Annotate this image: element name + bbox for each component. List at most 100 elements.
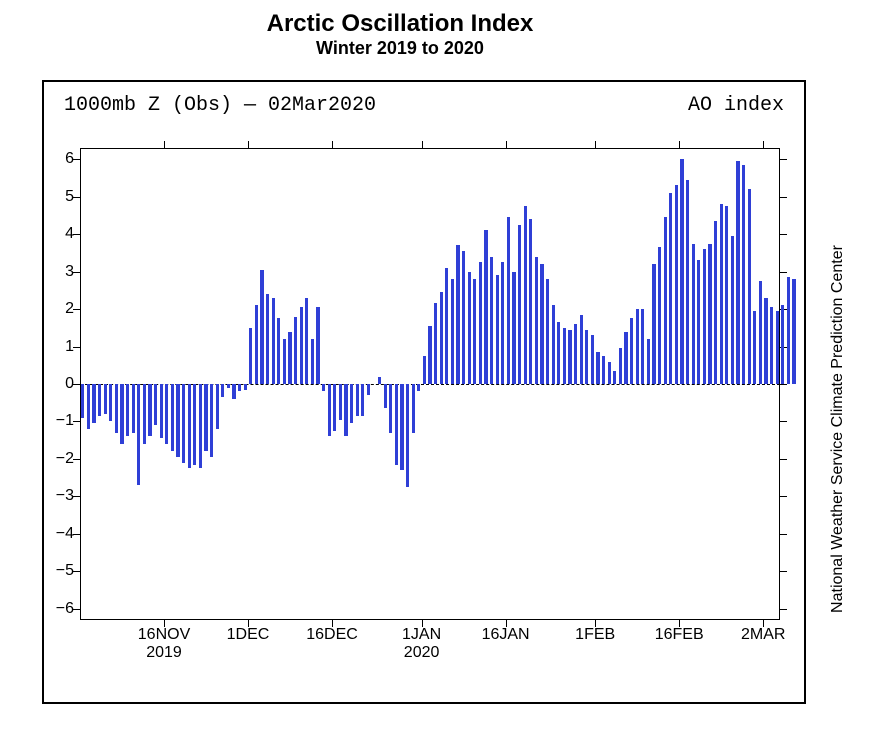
bar xyxy=(686,180,689,384)
bar xyxy=(98,384,101,416)
bar xyxy=(294,317,297,384)
ytick-label: 3 xyxy=(65,263,80,281)
bar xyxy=(473,279,476,384)
bar xyxy=(658,247,661,384)
bar xyxy=(238,384,241,391)
bar xyxy=(490,257,493,384)
ytick-mark xyxy=(780,571,787,572)
bar xyxy=(244,384,247,390)
ytick-label: −4 xyxy=(56,525,80,543)
bar xyxy=(680,159,683,384)
bar xyxy=(232,384,235,399)
bar xyxy=(339,384,342,420)
bar xyxy=(669,193,672,384)
bar xyxy=(781,305,784,384)
ytick-label: −6 xyxy=(56,600,80,618)
plot-area: −6−5−4−3−2−1012345616NOV 20191DEC16DEC1J… xyxy=(80,148,780,620)
bar xyxy=(143,384,146,444)
ytick-mark xyxy=(780,496,787,497)
ytick-mark xyxy=(780,234,787,235)
bar xyxy=(109,384,112,421)
xtick-mark xyxy=(595,141,596,148)
bar xyxy=(636,309,639,384)
bar xyxy=(120,384,123,444)
bar xyxy=(361,384,364,416)
bar xyxy=(451,279,454,384)
bar xyxy=(445,268,448,384)
bar xyxy=(596,352,599,384)
bar xyxy=(356,384,359,416)
bar xyxy=(277,318,280,384)
bar xyxy=(328,384,331,436)
xtick-mark xyxy=(248,141,249,148)
xtick-mark xyxy=(763,141,764,148)
ytick-label: 0 xyxy=(65,375,80,393)
bar xyxy=(210,384,213,457)
bar xyxy=(507,217,510,384)
bar xyxy=(389,384,392,433)
bar xyxy=(305,298,308,384)
bar xyxy=(311,339,314,384)
bar xyxy=(417,384,420,391)
xtick-mark xyxy=(679,141,680,148)
ytick-label: 1 xyxy=(65,338,80,356)
ytick-label: −5 xyxy=(56,562,80,580)
bar xyxy=(81,384,84,418)
xtick-label: 1FEB xyxy=(575,620,615,644)
bar xyxy=(708,244,711,384)
bar xyxy=(619,348,622,384)
bar xyxy=(496,275,499,384)
chart-title: Arctic Oscillation Index xyxy=(0,10,800,38)
bar xyxy=(641,309,644,384)
bar xyxy=(776,311,779,384)
bar xyxy=(87,384,90,429)
ytick-label: 4 xyxy=(65,225,80,243)
bar xyxy=(512,272,515,384)
bar xyxy=(104,384,107,414)
bar xyxy=(249,328,252,384)
bar xyxy=(568,330,571,384)
bar xyxy=(255,305,258,384)
bar xyxy=(412,384,415,433)
bar xyxy=(333,384,336,431)
bar xyxy=(300,307,303,384)
bar xyxy=(182,384,185,463)
bar xyxy=(428,326,431,384)
bar xyxy=(742,165,745,384)
bar xyxy=(770,307,773,384)
bar xyxy=(697,260,700,384)
title-block: Arctic Oscillation Index Winter 2019 to … xyxy=(0,10,800,59)
bar xyxy=(557,322,560,384)
ytick-mark xyxy=(780,159,787,160)
xtick-mark xyxy=(164,141,165,148)
ytick-label: −2 xyxy=(56,450,80,468)
bar xyxy=(423,356,426,384)
bar xyxy=(591,335,594,384)
xtick-label: 16FEB xyxy=(655,620,704,644)
bar xyxy=(479,262,482,384)
xtick-label: 16DEC xyxy=(306,620,358,644)
xtick-label: 16NOV 2019 xyxy=(138,620,190,662)
bar xyxy=(602,356,605,384)
bar xyxy=(456,245,459,384)
ytick-label: 5 xyxy=(65,188,80,206)
bar xyxy=(764,298,767,384)
bar xyxy=(692,244,695,384)
bar xyxy=(725,206,728,384)
bar xyxy=(137,384,140,485)
ytick-mark xyxy=(780,534,787,535)
bar xyxy=(171,384,174,451)
bar xyxy=(260,270,263,384)
bar xyxy=(546,279,549,384)
ytick-label: 2 xyxy=(65,300,80,318)
bar xyxy=(524,206,527,384)
bar xyxy=(227,384,230,388)
bar xyxy=(92,384,95,423)
bar xyxy=(288,332,291,384)
bar xyxy=(652,264,655,384)
bar xyxy=(501,262,504,384)
bar xyxy=(608,362,611,384)
bar xyxy=(384,384,387,408)
ytick-mark xyxy=(780,197,787,198)
bar xyxy=(216,384,219,429)
